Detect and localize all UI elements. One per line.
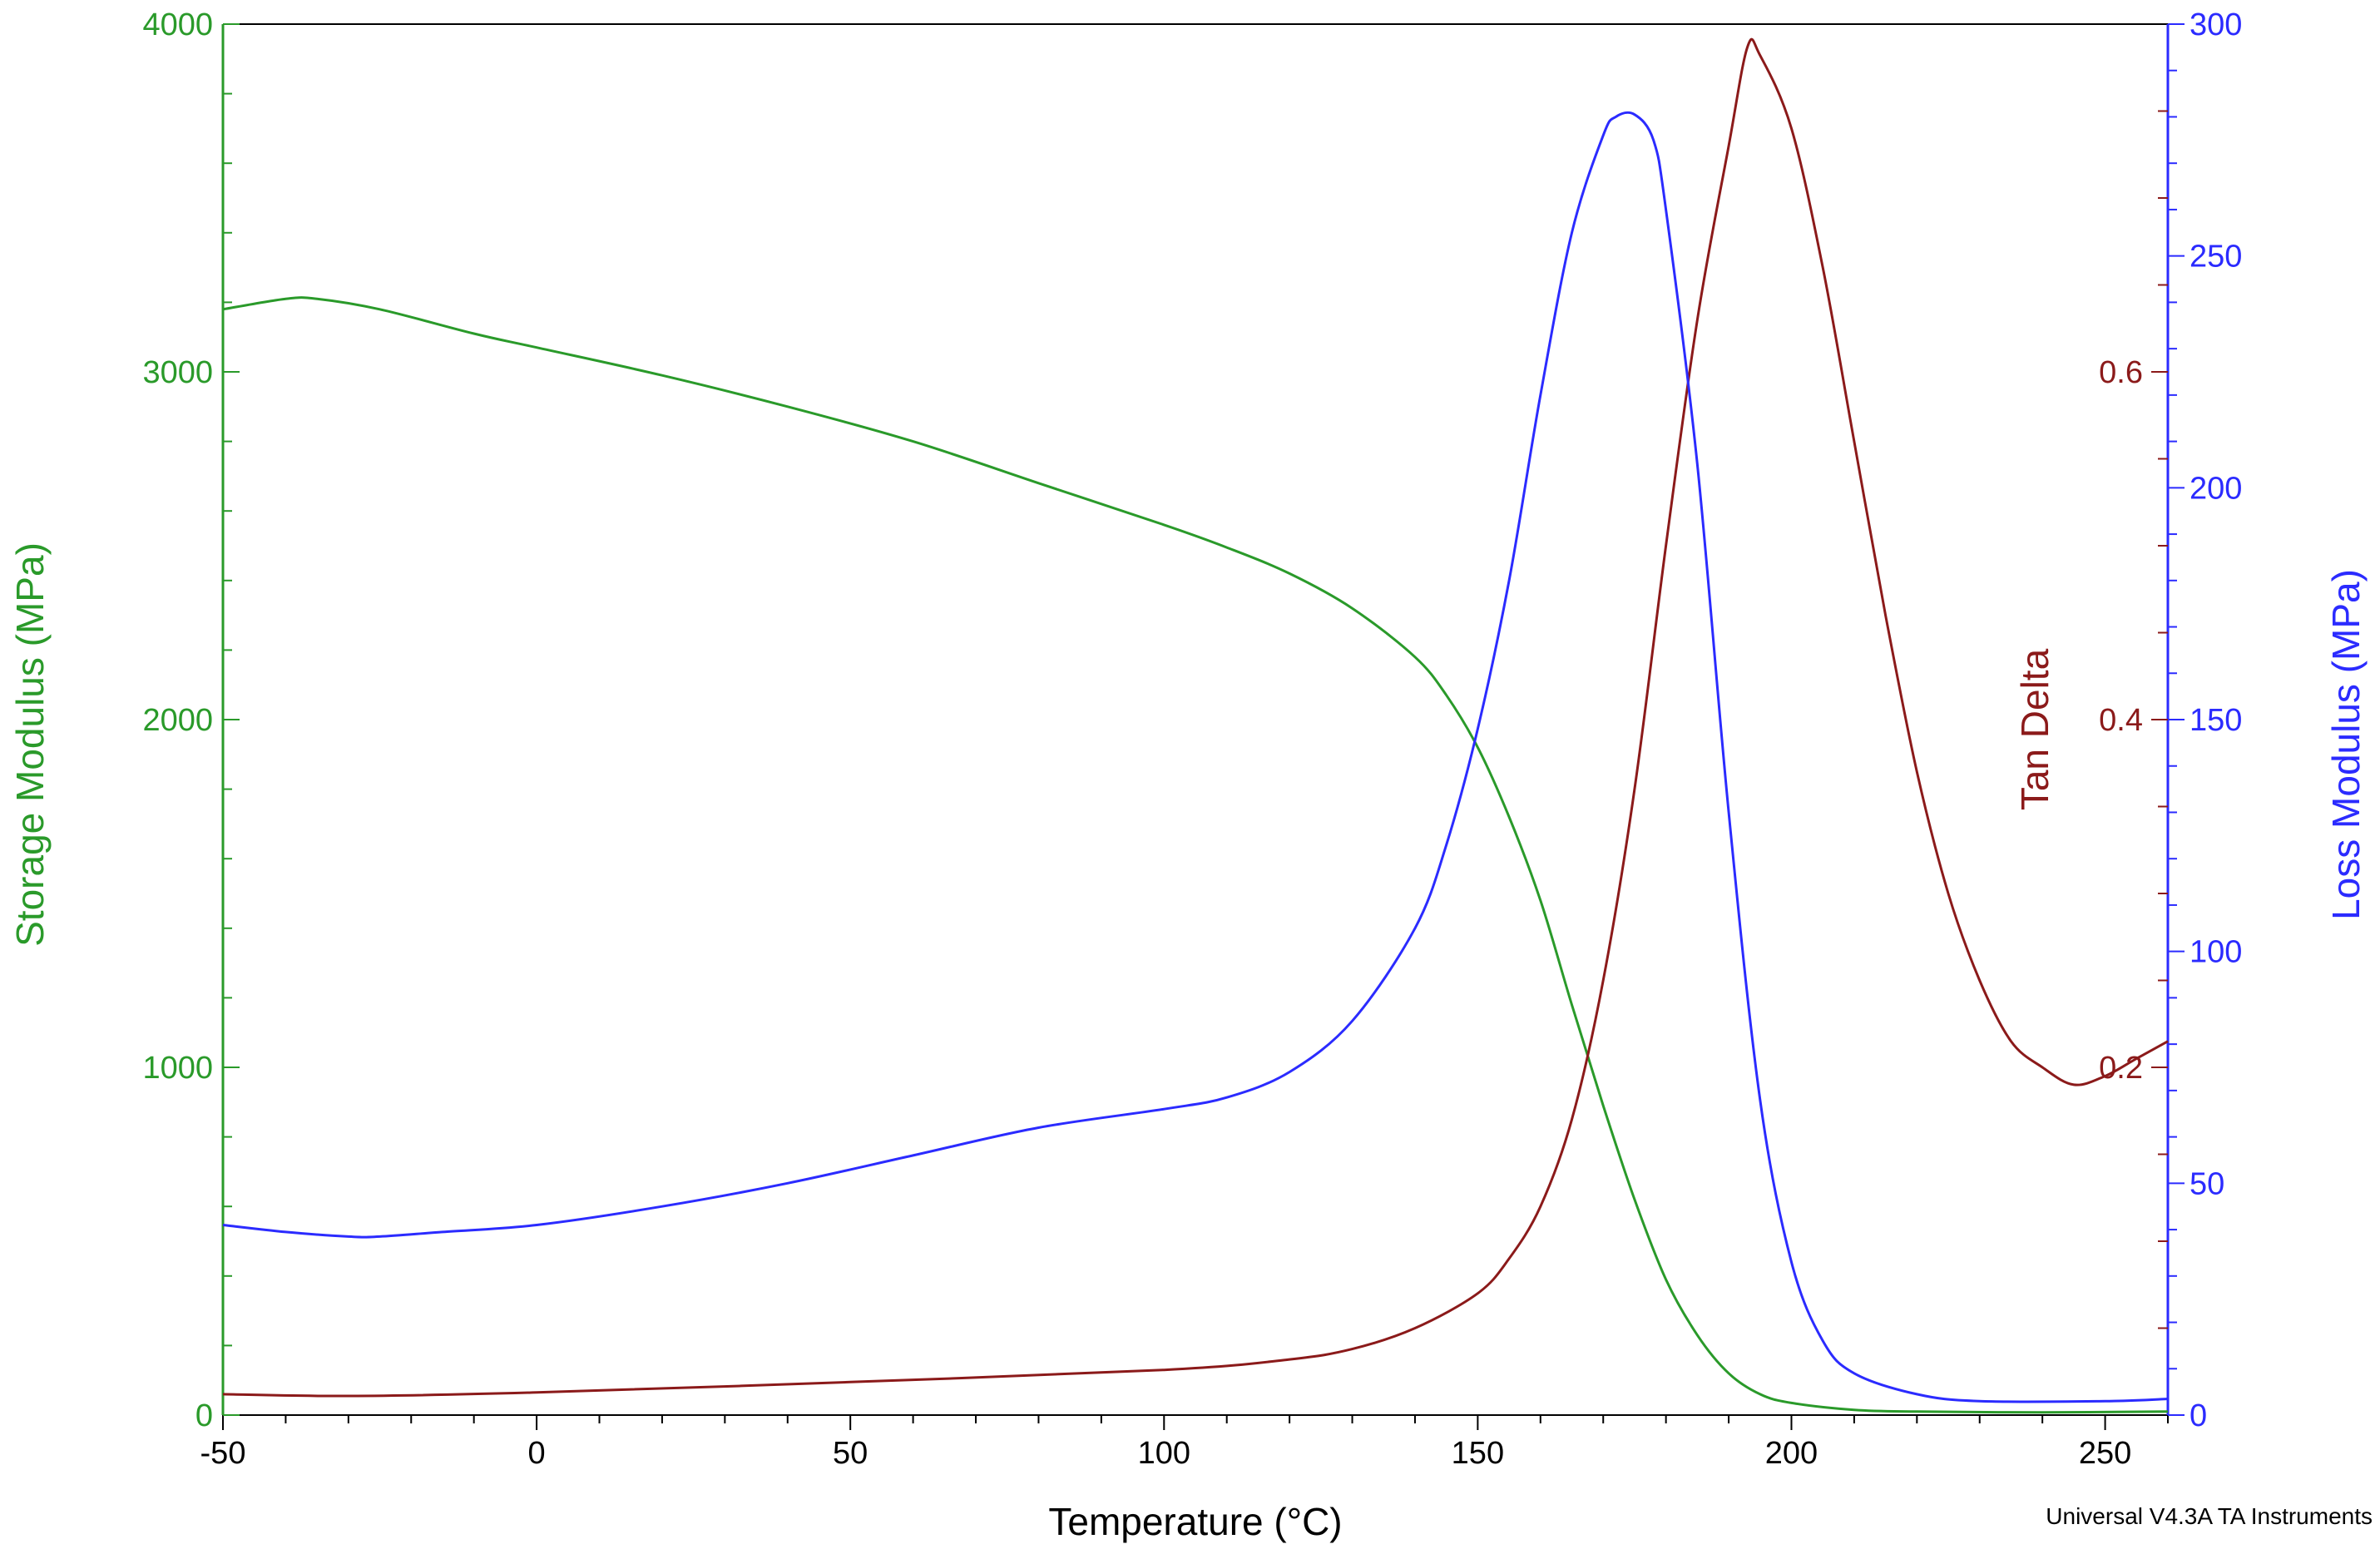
loss-tick-label: 100 bbox=[2190, 935, 2242, 970]
tan-tick-label: 0.4 bbox=[2099, 703, 2143, 738]
loss-tick-label: 0 bbox=[2190, 1398, 2207, 1433]
x-tick-label: 200 bbox=[1765, 1436, 1818, 1471]
x-tick-label: -50 bbox=[200, 1436, 246, 1471]
loss-tick-label: 150 bbox=[2190, 703, 2242, 738]
loss-series-line bbox=[222, 111, 2169, 1403]
x-axis-title: Temperature (°C) bbox=[1048, 1500, 1342, 1543]
loss-tick-label: 250 bbox=[2190, 240, 2242, 275]
tan-tick-label: 0.6 bbox=[2099, 355, 2143, 390]
axis-labels: Temperature (°C) Storage Modulus (MPa) L… bbox=[8, 542, 2373, 1543]
storage-tick-label: 3000 bbox=[142, 355, 213, 390]
storage-axis-title: Storage Modulus (MPa) bbox=[8, 542, 52, 947]
storage-tick-label: 2000 bbox=[142, 703, 213, 738]
x-tick-label: 100 bbox=[1138, 1436, 1190, 1471]
x-tick-label: 150 bbox=[1452, 1436, 1504, 1471]
series-layer bbox=[222, 37, 2169, 1414]
storage-tick-label: 4000 bbox=[142, 7, 213, 42]
x-tick-label: 0 bbox=[528, 1436, 546, 1471]
instrument-footer: Universal V4.3A TA Instruments bbox=[2046, 1503, 2373, 1529]
loss-tick-label: 200 bbox=[2190, 471, 2242, 506]
storage-tick-label: 1000 bbox=[142, 1051, 213, 1086]
loss-tick-label: 300 bbox=[2190, 7, 2242, 42]
tan-series-line bbox=[222, 37, 2169, 1398]
loss-axis-title: Loss Modulus (MPa) bbox=[2324, 569, 2368, 920]
x-tick-label: 50 bbox=[833, 1436, 868, 1471]
storage-tick-label: 0 bbox=[195, 1398, 213, 1433]
x-tick-label: 250 bbox=[2079, 1436, 2131, 1471]
axes: -50 0 50 100 150 200 2500100020003000400005010… bbox=[142, 7, 2242, 1471]
loss-tick-label: 50 bbox=[2190, 1166, 2224, 1201]
tan-delta-axis-title: Tan Delta bbox=[2013, 648, 2056, 810]
storage-series-line bbox=[222, 296, 2169, 1414]
